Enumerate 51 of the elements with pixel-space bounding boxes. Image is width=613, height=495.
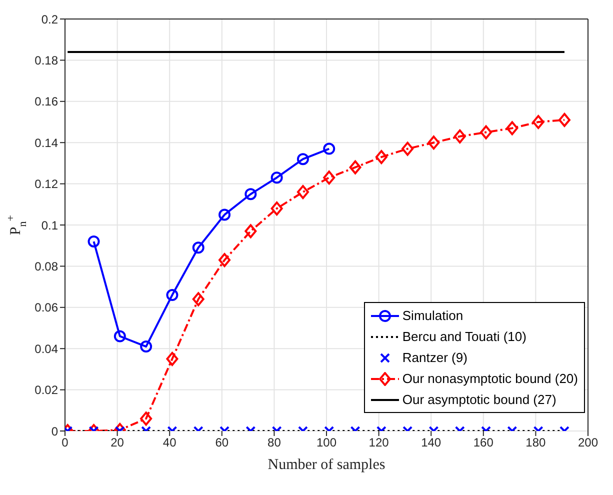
y-tick-label: 0.16 xyxy=(34,94,58,109)
point xyxy=(480,125,492,140)
y-tick-label: 0.2 xyxy=(41,12,58,26)
y-tick-label: 0.14 xyxy=(34,136,58,150)
point xyxy=(270,202,283,216)
legend-label: Bercu and Touati (10) xyxy=(402,329,526,344)
point xyxy=(166,289,178,302)
x-axis-title: Number of samples xyxy=(268,457,386,473)
x-tick-label: 160 xyxy=(473,436,494,450)
point xyxy=(244,188,257,200)
point xyxy=(270,172,283,184)
legend-label: Rantzer (9) xyxy=(402,350,468,365)
point xyxy=(323,170,336,185)
point xyxy=(349,160,362,174)
x-tick-label: 180 xyxy=(526,436,546,450)
y-tick-label: 0.06 xyxy=(34,300,58,315)
y-tick-label: 0.08 xyxy=(34,259,58,274)
x-tick-label: 20 xyxy=(110,436,124,450)
point xyxy=(192,242,204,254)
legend-label: Our asymptotic bound (27) xyxy=(402,392,556,407)
x-tick-label: 80 xyxy=(268,436,282,450)
point xyxy=(428,136,440,150)
legend-label: Simulation xyxy=(402,308,464,323)
point xyxy=(506,121,518,136)
x-tick-label: 100 xyxy=(316,436,337,450)
y-tick-label: 0.1 xyxy=(41,218,58,232)
point xyxy=(532,115,544,129)
y-tick-label: 0.02 xyxy=(34,383,58,398)
x-tick-label: 0 xyxy=(62,436,69,450)
y-tick-label: 0.18 xyxy=(34,53,58,68)
point xyxy=(218,253,231,268)
point xyxy=(402,142,414,156)
point xyxy=(323,142,336,155)
point xyxy=(218,208,231,221)
y-tick-label: 0.12 xyxy=(34,177,58,192)
legend-label: Our nonasymptotic bound (20) xyxy=(402,371,578,386)
point xyxy=(375,150,388,164)
x-tick-label: 40 xyxy=(162,436,177,450)
point xyxy=(296,185,309,200)
y-tick-label: 0.04 xyxy=(34,342,58,356)
x-tick-label: 120 xyxy=(368,436,390,450)
x-tick-label: 200 xyxy=(578,436,598,450)
point xyxy=(558,112,570,127)
y-tick-label: 0 xyxy=(51,424,58,438)
point xyxy=(296,153,309,166)
point xyxy=(454,129,466,144)
point xyxy=(244,224,257,238)
point xyxy=(88,235,100,248)
x-tick-label: 140 xyxy=(421,436,442,450)
point xyxy=(192,292,204,306)
x-tick-label: 60 xyxy=(215,436,229,450)
